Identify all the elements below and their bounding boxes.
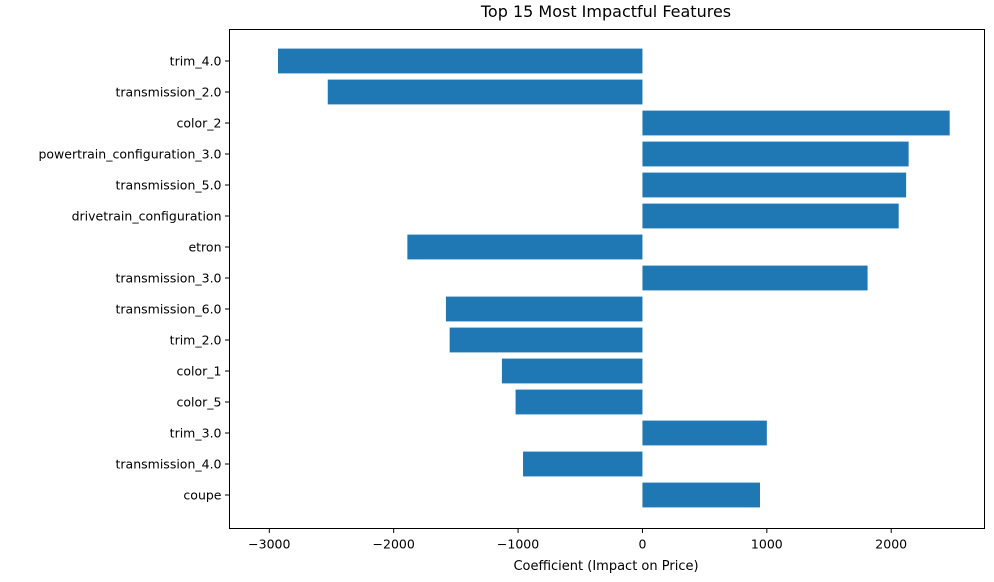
bar-color_5: [515, 389, 643, 415]
y-tick-label: transmission_3.0: [116, 271, 222, 286]
x-tick-label: 0: [638, 537, 646, 552]
chart-title: Top 15 Most Impactful Features: [480, 2, 731, 21]
y-tick-label: color_2: [177, 116, 222, 131]
y-tick-label: trim_4.0: [170, 54, 222, 69]
bar-transmission_3.0: [642, 265, 868, 291]
bar-trim_4.0: [278, 48, 643, 74]
bar-transmission_4.0: [523, 451, 643, 477]
y-tick-label: transmission_6.0: [116, 302, 222, 317]
plot-frame: [229, 29, 985, 529]
bar-transmission_5.0: [642, 172, 907, 198]
x-tick-label: 2000: [875, 537, 907, 552]
bar-drivetrain_configuration: [642, 203, 899, 229]
y-tick-label: powertrain_configuration_3.0: [38, 147, 221, 162]
x-tick-label: −2000: [373, 537, 415, 552]
y-tick-label: trim_3.0: [170, 426, 222, 441]
y-tick-label: transmission_4.0: [116, 457, 222, 472]
bar-color_2: [642, 110, 950, 136]
y-tick-label: coupe: [183, 488, 221, 503]
bar-color_1: [501, 358, 643, 384]
y-tick-label: etron: [188, 240, 221, 255]
bar-trim_2.0: [449, 327, 643, 353]
bar-coupe: [642, 482, 760, 508]
x-tick-label: 1000: [751, 537, 783, 552]
y-tick-label: trim_2.0: [170, 333, 222, 348]
y-tick-label: color_5: [177, 395, 222, 410]
y-tick-label: color_1: [177, 364, 222, 379]
bars-group: [278, 48, 950, 508]
x-axis-label: Coefficient (Impact on Price): [513, 559, 698, 574]
y-axis-ticks: trim_4.0 transmission_2.0 color_2 powertrai…: [38, 54, 230, 503]
x-tick-label: −1000: [497, 537, 539, 552]
y-tick-label: transmission_5.0: [116, 178, 222, 193]
bar-transmission_2.0: [327, 79, 643, 105]
x-axis-ticks: −3000 −2000 −1000 0 1000 2000: [248, 528, 907, 552]
bar-trim_3.0: [642, 420, 767, 446]
x-tick-label: −3000: [248, 537, 290, 552]
bar-transmission_6.0: [445, 296, 643, 322]
bar-powertrain_configuration_3.0: [642, 141, 909, 167]
bar-etron: [407, 234, 643, 260]
y-tick-label: transmission_2.0: [116, 85, 222, 100]
y-tick-label: drivetrain_configuration: [72, 209, 222, 224]
